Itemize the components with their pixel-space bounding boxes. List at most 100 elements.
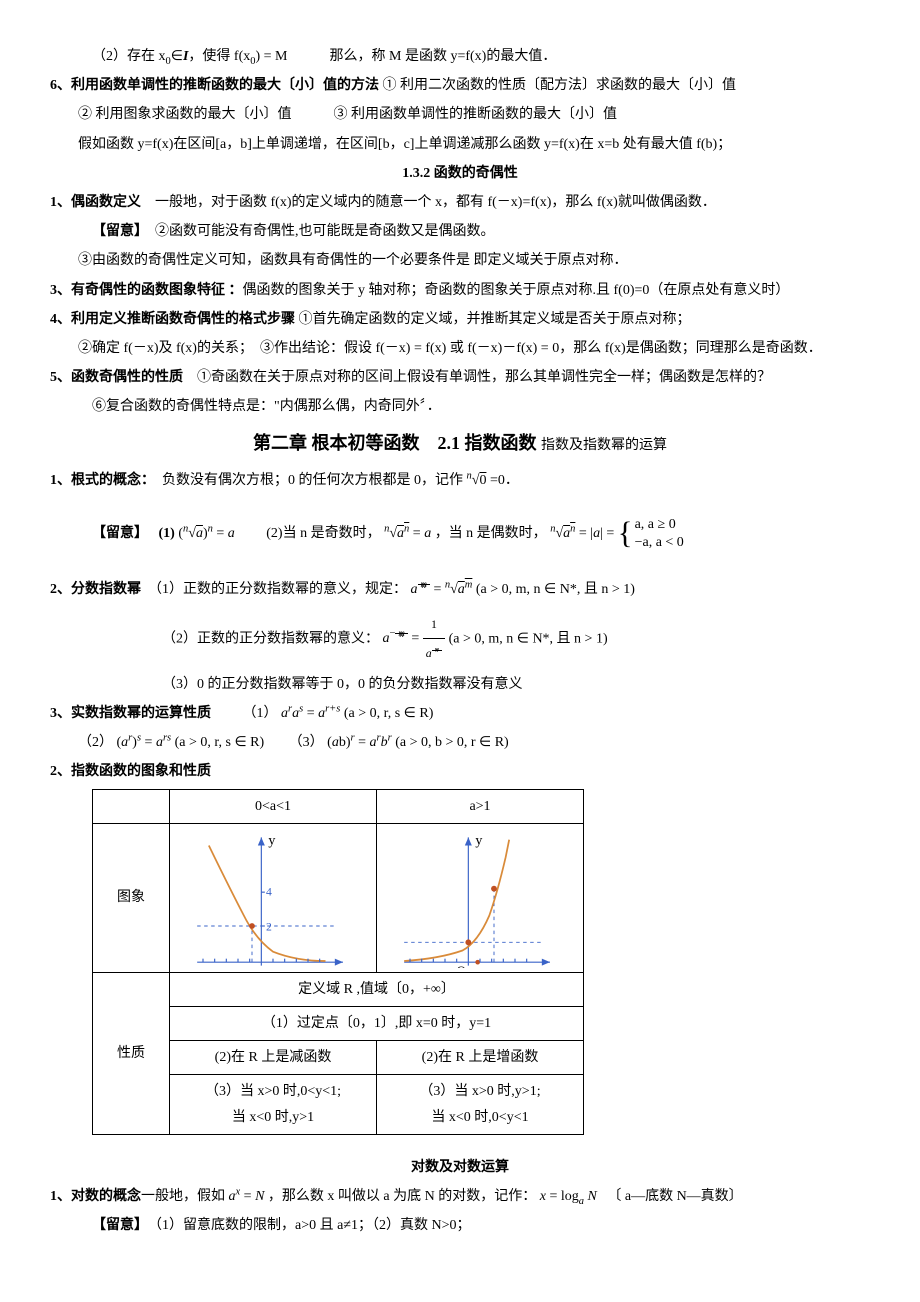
txt: （1）留意底数的限制，a>0 且 a≠1；（2）真数 N>0； bbox=[155, 1218, 471, 1233]
svg-text:x: x bbox=[334, 966, 341, 968]
heading-3: 3、有奇偶性的函数图象特征 ： bbox=[50, 283, 243, 298]
rule-1: aras = ar+s bbox=[281, 706, 344, 721]
label: （1） bbox=[243, 706, 278, 721]
col-head-1: 0<a<1 bbox=[170, 789, 377, 823]
title: 第二章 根本初等函数 2.1 指数函数 bbox=[253, 433, 537, 453]
item-5-parity: 5、函数奇偶性的性质 ①奇函数在关于原点对称的区间上假设有单调性，那么其单调性完… bbox=[50, 365, 870, 390]
txt: ①奇函数在关于原点对称的区间上假设有单调性，那么其单调性完全一样；偶函数是怎样的… bbox=[197, 370, 771, 385]
prop-2: （1）过定点〔0，1〕,即 x=0 时，y=1 bbox=[170, 1006, 584, 1040]
nth-root-0: n√0 bbox=[467, 473, 487, 488]
txt: ，那么数 x 叫做以 a 为底 N 的对数，记作： bbox=[268, 1189, 536, 1204]
log-note: 【留意】 （1）留意底数的限制，a>0 且 a≠1；（2）真数 N>0； bbox=[50, 1213, 870, 1238]
txt: ∈ bbox=[171, 49, 183, 64]
item-4-line2: ②确定 f(－x)及 f(x)的关系； ③作出结论：假设 f(－x) = f(x… bbox=[50, 336, 870, 361]
log-concept: 1、对数的概念一般地，假如 ax = N ，那么数 x 叫做以 a 为底 N 的… bbox=[50, 1184, 870, 1209]
frac-exp-2: （2）正数的正分数指数幂的意义： a−mn = 1amn (a > 0, m, … bbox=[50, 610, 870, 668]
line-max-value: （2）存在 x0∈I，使得 f(x0) = M 那么，称 M 是函数 y=f(x… bbox=[50, 44, 870, 69]
txt: 负数没有偶次方根；0 的任何次方根都是 0，记作 bbox=[148, 473, 467, 488]
txt: ，使得 f(x bbox=[188, 49, 250, 64]
label: （2） bbox=[78, 735, 113, 750]
exp-fn-heading: 2、指数函数的图象和性质 bbox=[50, 759, 870, 784]
col-head-2: a>1 bbox=[377, 789, 584, 823]
table-row-header: 0<a<1 a>1 bbox=[93, 789, 584, 823]
graph-decreasing: 2 4 x y bbox=[170, 823, 377, 972]
heading-3: 3、实数指数幂的运算性质 bbox=[50, 706, 211, 721]
txt: 〔 a—底数 N—真数〕 bbox=[600, 1189, 742, 1204]
svg-text:y: y bbox=[475, 833, 482, 848]
frac-exp-1: 2、分数指数幂 （1）正数的正分数指数幂的意义，规定： amn = n√am (… bbox=[50, 575, 870, 606]
heading-5: 5、函数奇偶性的性质 bbox=[50, 370, 183, 385]
txt: 偶函数的图象关于 y 轴对称；奇函数的图象关于原点对称.且 f(0)=0（在原点… bbox=[243, 283, 790, 298]
even-fn-def: 1、偶函数定义 一般地，对于函数 f(x)的定义域内的随意一个 x，都有 f(－… bbox=[50, 190, 870, 215]
section-1-3-2-title: 1.3.2 函数的奇偶性 bbox=[50, 161, 870, 186]
case-b: −a, a < 0 bbox=[635, 534, 684, 552]
chapter-2-title: 第二章 根本初等函数 2.1 指数函数 指数及指数幂的运算 bbox=[50, 427, 870, 459]
heading-log: 1、对数的概念 bbox=[50, 1189, 141, 1204]
root-concept: 1、根式的概念： 负数没有偶次方根；0 的任何次方根都是 0，记作 n√0 =0… bbox=[50, 468, 870, 493]
row-label-prop: 性质 bbox=[93, 972, 170, 1134]
formula-exp-N: ax = N bbox=[229, 1189, 265, 1204]
formula-odd: n√an = a bbox=[384, 526, 431, 541]
txt: ① 利用二次函数的性质〔配方法〕求函数的最大〔小〕值 bbox=[383, 78, 737, 93]
subtitle: 指数及指数幂的运算 bbox=[541, 438, 667, 453]
real-exp: 3、实数指数幂的运算性质 （1） aras = ar+s (a > 0, r, … bbox=[50, 701, 870, 726]
cell-blank bbox=[93, 789, 170, 823]
line2: 当 x<0 时,y>1 bbox=[232, 1110, 314, 1125]
heading-4: 4、利用定义推断函数奇偶性的格式步骤 bbox=[50, 312, 299, 327]
cond: (a > 0, m, n ∈ N*, 且 n > 1) bbox=[449, 631, 608, 646]
frac-exp-3: （3）0 的正分数指数幂等于 0，0 的负分数指数幂没有意义 bbox=[50, 672, 870, 697]
chart-decreasing: 2 4 x y bbox=[183, 828, 363, 968]
real-exp-line2: （2） (ar)s = ars (a > 0, r, s ∈ R) （3） (a… bbox=[50, 730, 870, 755]
item-6-line3: 假如函数 y=f(x)在区间[a，b]上单调递增，在区间[b，c]上单调递减那么… bbox=[50, 132, 870, 157]
note-label: 【留意】 bbox=[92, 1218, 141, 1233]
line1: （3）当 x>0 时,y>1; bbox=[419, 1084, 540, 1099]
svg-text:x: x bbox=[541, 966, 548, 968]
chart-increasing: x y O bbox=[390, 828, 570, 968]
item-6: 6、利用函数单调性的推断函数的最大〔小〕值的方法 ① 利用二次函数的性质〔配方法… bbox=[50, 73, 870, 98]
cond: (a > 0, b > 0, r ∈ R) bbox=[395, 735, 509, 750]
prop-3a: (2)在 R 上是减函数 bbox=[170, 1041, 377, 1075]
exp-function-table: 0<a<1 a>1 图象 2 4 x y bbox=[92, 789, 584, 1135]
formula-pos-frac: amn = n√am bbox=[411, 582, 476, 597]
txt: （2）正数的正分数指数幂的意义： bbox=[162, 631, 379, 646]
item-3-parity: 3、有奇偶性的函数图象特征 ：偶函数的图象关于 y 轴对称；奇函数的图象关于原点… bbox=[50, 278, 870, 303]
table-row-graph: 图象 2 4 x y bbox=[93, 823, 584, 972]
formula-root-power: (n√a)n = a bbox=[178, 526, 234, 541]
cond: (a > 0, r, s ∈ R) bbox=[175, 735, 265, 750]
svg-text:y: y bbox=[268, 833, 275, 848]
txt: ，当 n 是偶数时， bbox=[435, 526, 547, 541]
root-note: 【留意】 (1) (n√a)n = a (2)当 n 是奇数时， n√an = … bbox=[50, 497, 870, 571]
label-1: (1) bbox=[159, 526, 175, 541]
graph-increasing: x y O bbox=[377, 823, 584, 972]
heading-root: 1、根式的概念： bbox=[50, 473, 148, 488]
row-label-graph: 图象 bbox=[93, 823, 170, 972]
txt: 一般地，对于函数 f(x)的定义域内的随意一个 x，都有 f(－x)=f(x)，… bbox=[141, 195, 716, 210]
txt: ①首先确定函数的定义域，并推断其定义域是否关于原点对称； bbox=[299, 312, 691, 327]
case-a: a, a ≥ 0 bbox=[635, 516, 684, 534]
prop-4b: （3）当 x>0 时,y>1; 当 x<0 时,0<y<1 bbox=[377, 1075, 584, 1134]
formula-log: x = loga N bbox=[540, 1189, 597, 1204]
note-line-2: 【留意】 ②函数可能没有奇偶性,也可能既是奇函数又是偶函数。 bbox=[50, 219, 870, 244]
prop-1: 定义域 R ,值域〔0，+∞〕 bbox=[170, 972, 584, 1006]
svg-text:2: 2 bbox=[266, 920, 272, 933]
txt: =0． bbox=[486, 473, 518, 488]
heading-6: 6、利用函数单调性的推断函数的最大〔小〕值的方法 bbox=[50, 78, 379, 93]
item-4-parity: 4、利用定义推断函数奇偶性的格式步骤 ①首先确定函数的定义域，并推断其定义域是否… bbox=[50, 307, 870, 332]
heading: 2、指数函数的图象和性质 bbox=[50, 764, 211, 779]
rule-3: (ab)r = arbr bbox=[327, 735, 395, 750]
item-5-line6: ⑥复合函数的奇偶性特点是："内偶那么偶，内奇同外〞． bbox=[50, 394, 870, 419]
txt: （2）存在 x bbox=[92, 49, 166, 64]
table-row-prop1: 性质 定义域 R ,值域〔0，+∞〕 bbox=[93, 972, 584, 1006]
label: （3） bbox=[296, 735, 324, 750]
svg-text:4: 4 bbox=[266, 885, 272, 898]
cond: (a > 0, r, s ∈ R) bbox=[344, 706, 434, 721]
cond: (a > 0, m, n ∈ N*, 且 n > 1) bbox=[476, 582, 635, 597]
note-label: 【留意】 bbox=[92, 526, 141, 541]
rule-2: (ar)s = ars bbox=[117, 735, 175, 750]
heading-2: 2、分数指数幂 bbox=[50, 582, 141, 597]
svg-text:O: O bbox=[457, 964, 466, 968]
line1: （3）当 x>0 时,0<y<1; bbox=[205, 1084, 341, 1099]
formula-even: n√an = |a| = bbox=[550, 526, 618, 541]
item-6-line2: ② 利用图象求函数的最大〔小〕值 ③ 利用函数单调性的推断函数的最大〔小〕值 bbox=[50, 102, 870, 127]
prop-4a: （3）当 x>0 时,0<y<1; 当 x<0 时,y>1 bbox=[170, 1075, 377, 1134]
